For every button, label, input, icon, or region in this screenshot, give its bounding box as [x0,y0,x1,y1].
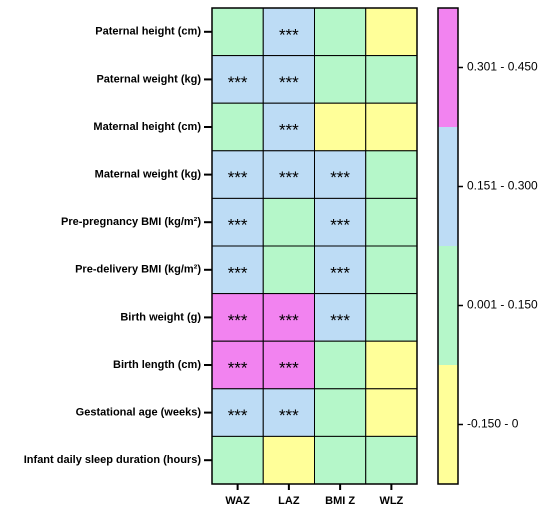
cell [365,7,418,57]
cell-annotation: *** [279,120,299,139]
cell [314,7,367,57]
cell [314,388,367,437]
row-label: Gestational age (weeks) [76,407,202,419]
cell [314,245,367,295]
cell [365,293,418,342]
cell [262,150,315,199]
cell-annotation: *** [279,25,299,44]
cell [211,245,264,295]
row-label: Birth weight (g) [120,311,201,323]
cell [262,388,315,437]
plot-frame [211,7,418,485]
cell [365,388,418,437]
cell [314,340,367,390]
cell [262,340,315,390]
cell [211,7,264,57]
row-label: Maternal weight (kg) [95,169,202,181]
column-label: LAZ [278,495,300,507]
cell [211,55,264,104]
cell-annotation: *** [228,73,248,92]
legend-label: -0.150 - 0 [467,417,519,431]
row-label: Paternal height (cm) [95,26,201,38]
cell [365,435,418,485]
cell [365,55,418,104]
column-label: WLZ [379,495,403,507]
legend-swatch [438,365,458,484]
legend-label: 0.001 - 0.150 [467,298,538,312]
legend-label: 0.301 - 0.450 [467,60,538,74]
cell [262,245,315,295]
row-label: Paternal weight (kg) [96,73,201,85]
cell [365,102,418,152]
cell-annotation: *** [228,406,248,425]
cell [314,435,367,485]
row-label: Pre-pregnancy BMI (kg/m²) [61,216,201,228]
cell-annotation: *** [330,263,350,282]
cell [262,435,315,485]
row-label: Pre-delivery BMI (kg/m²) [75,264,201,276]
cell-annotation: *** [279,406,299,425]
column-label: BMI Z [325,495,355,507]
cell-annotation: *** [279,168,299,187]
cell-annotation: *** [330,216,350,235]
cell-annotation: *** [279,311,299,330]
cell [365,197,418,247]
cell [365,245,418,295]
cell [314,102,367,152]
cell-annotation: *** [330,311,350,330]
cell [262,55,315,104]
cell [211,388,264,437]
cell-annotation: *** [228,263,248,282]
cell [314,55,367,104]
cell [211,340,264,390]
row-label: Birth length (cm) [113,359,201,371]
cell-annotation: *** [330,168,350,187]
cell-annotation: *** [279,358,299,377]
legend-label: 0.151 - 0.300 [467,179,538,193]
legend-swatch [438,8,458,127]
legend-swatch [438,127,458,246]
legend-swatch [438,246,458,365]
legend-frame [437,7,459,485]
cell [365,340,418,390]
row-label: Maternal height (cm) [93,121,201,133]
cell [211,102,264,152]
cell [262,293,315,342]
cell [211,435,264,485]
cell-annotation: *** [228,311,248,330]
cell [365,150,418,199]
cell-annotation: *** [228,168,248,187]
row-label: Infant daily sleep duration (hours) [24,454,202,466]
cell [262,197,315,247]
cell-annotation: *** [228,216,248,235]
cell [314,293,367,342]
column-label: WAZ [225,495,250,507]
cell-annotation: *** [228,358,248,377]
cell [314,197,367,247]
cell-annotation: *** [279,73,299,92]
